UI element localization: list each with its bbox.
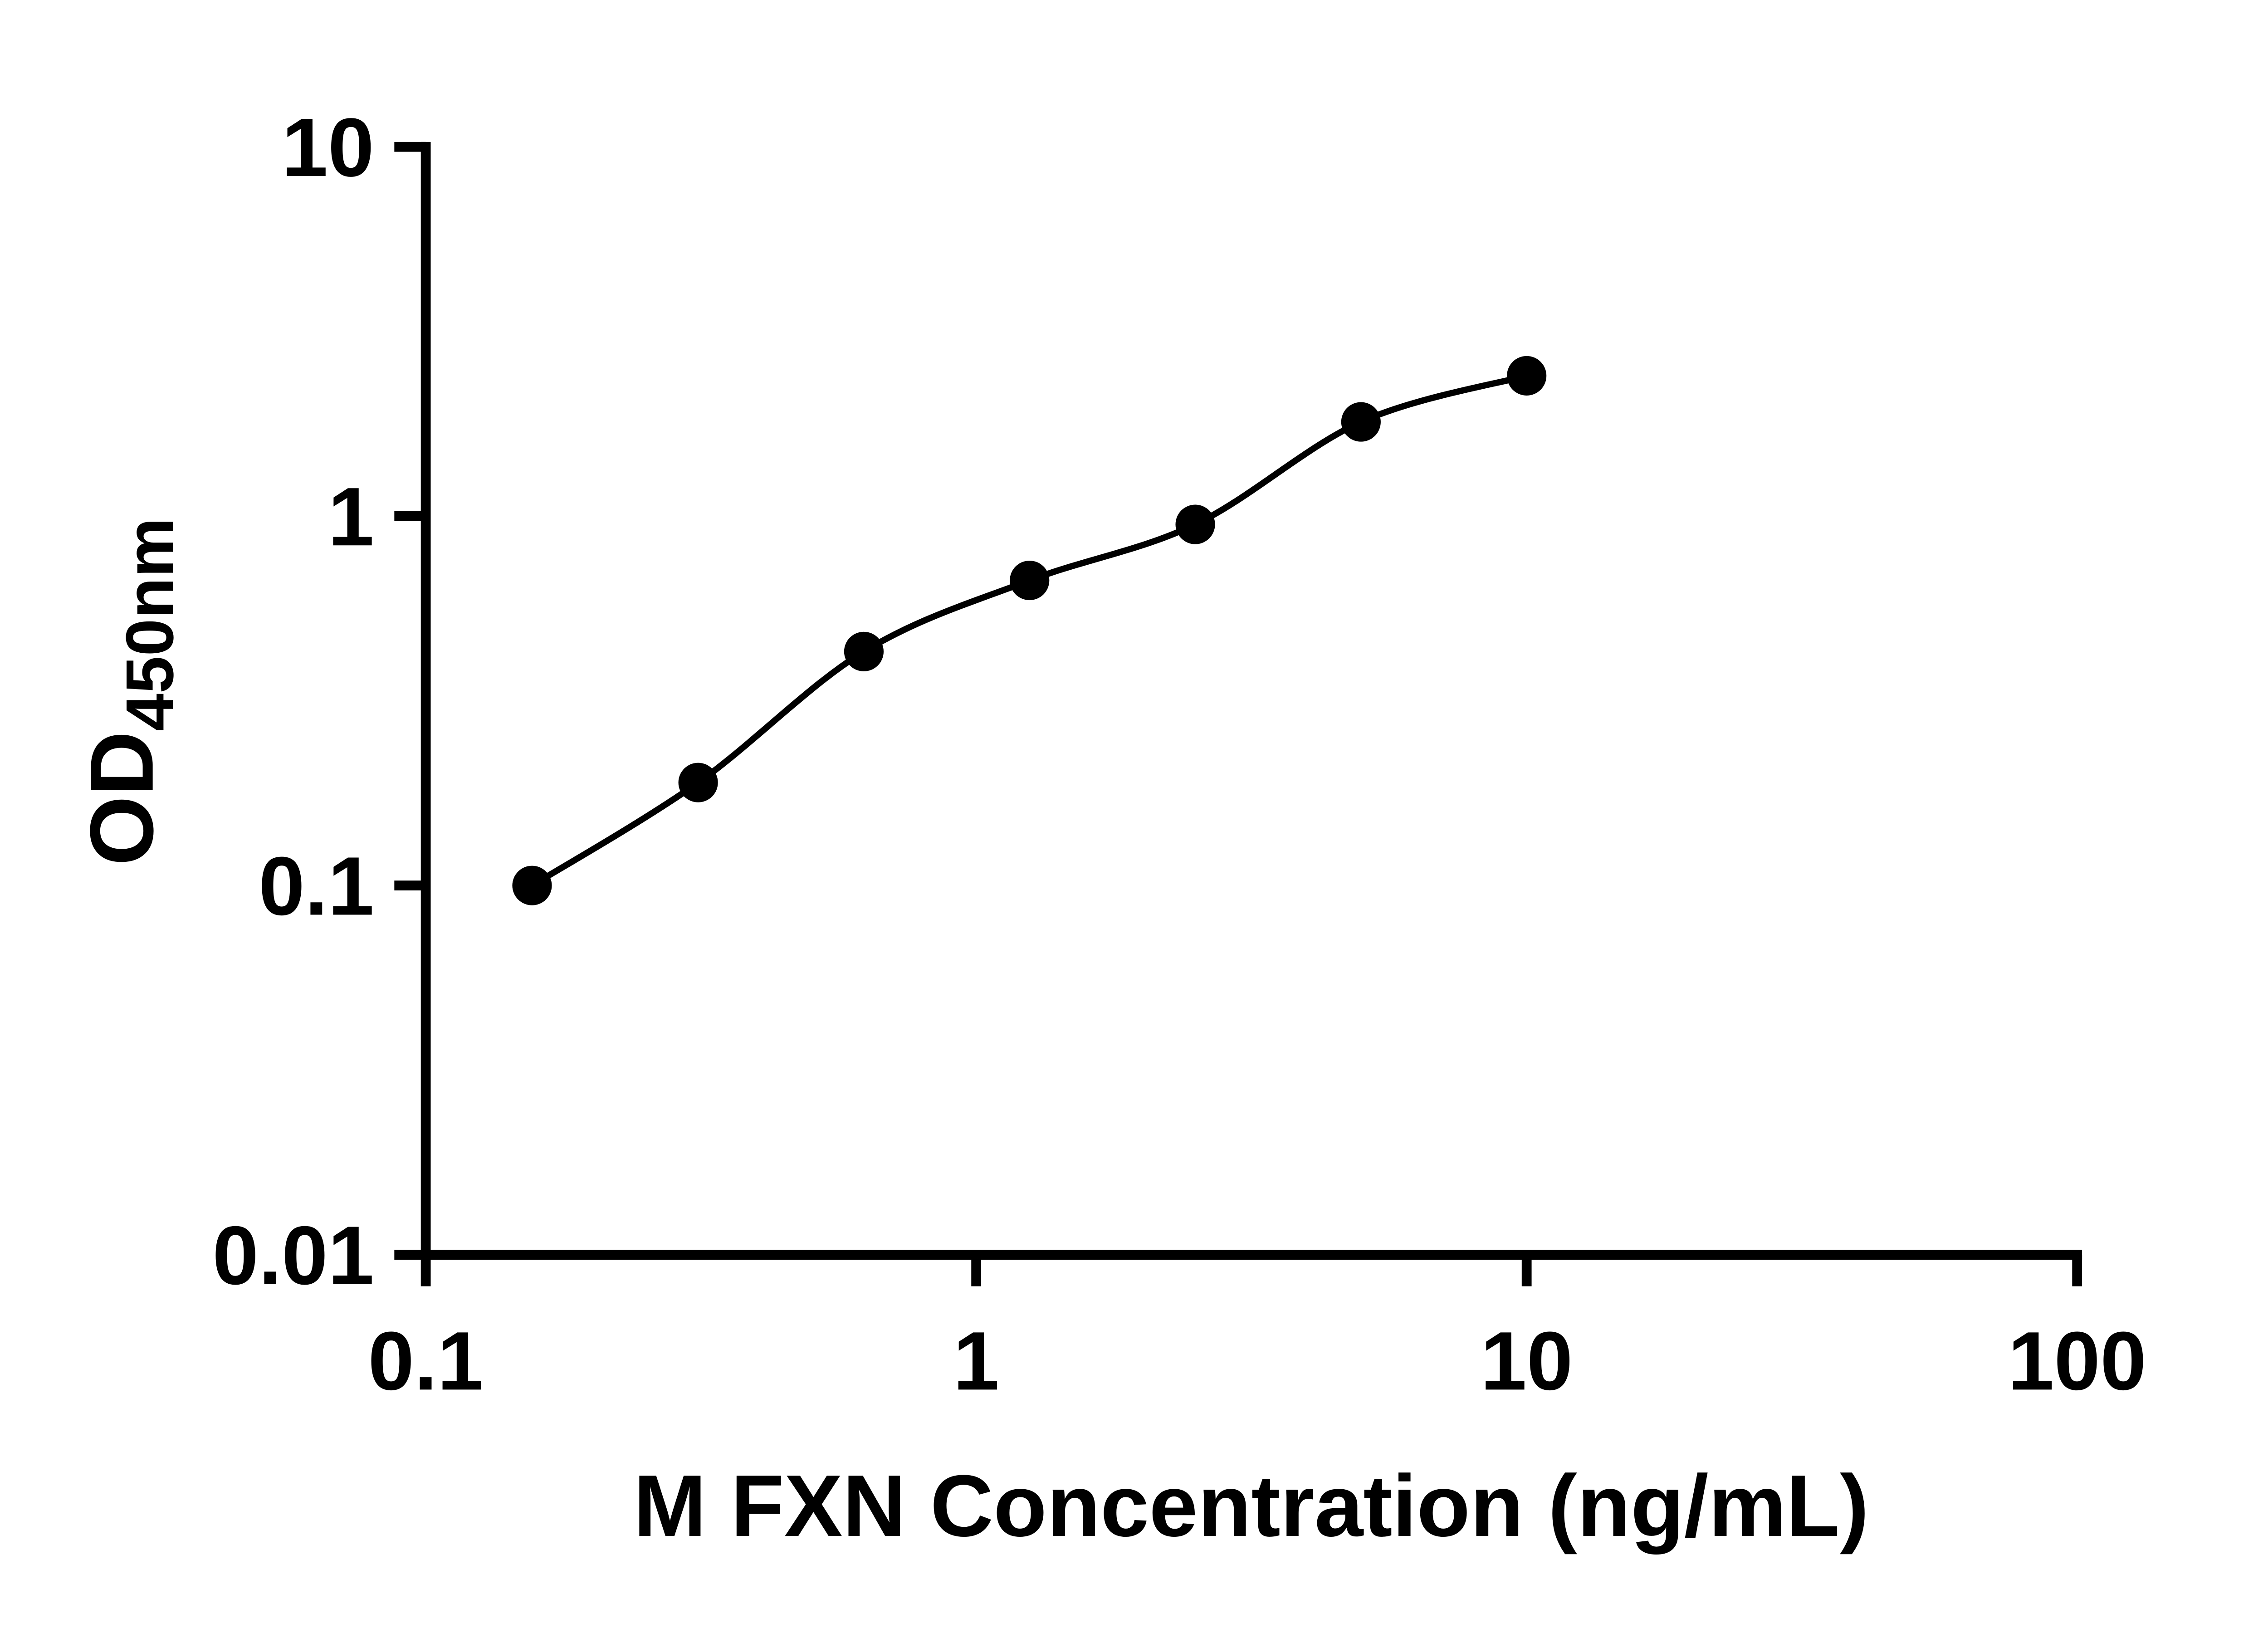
y-axis-title-main: OD (72, 731, 172, 866)
y-tick-label: 0.01 (212, 1209, 374, 1302)
fit-curve (530, 372, 1528, 889)
x-tick-label: 0.1 (368, 1314, 484, 1407)
data-point (1341, 402, 1381, 442)
x-tick-label: 1 (953, 1314, 999, 1407)
x-axis-title: M FXN Concentration (ng/mL) (633, 1457, 1869, 1555)
data-point (512, 865, 552, 905)
y-tick-label: 0.1 (259, 839, 374, 932)
y-axis-title: OD450nm (72, 518, 188, 866)
data-point (678, 763, 718, 802)
axes-frame (420, 142, 2082, 1260)
y-tick-label: 1 (328, 470, 374, 563)
plot-layer: 10 1 0.1 0.01 0.1 1 10 100 (212, 101, 2146, 1407)
y-axis-title-subscript: 450nm (112, 518, 187, 731)
x-tick-label: 100 (2008, 1314, 2146, 1407)
y-tick-label: 10 (282, 101, 374, 194)
data-point (1507, 356, 1547, 396)
data-point (1175, 504, 1215, 544)
data-point (844, 631, 884, 671)
data-point (1010, 560, 1050, 601)
x-tick-label: 10 (1481, 1314, 1573, 1407)
